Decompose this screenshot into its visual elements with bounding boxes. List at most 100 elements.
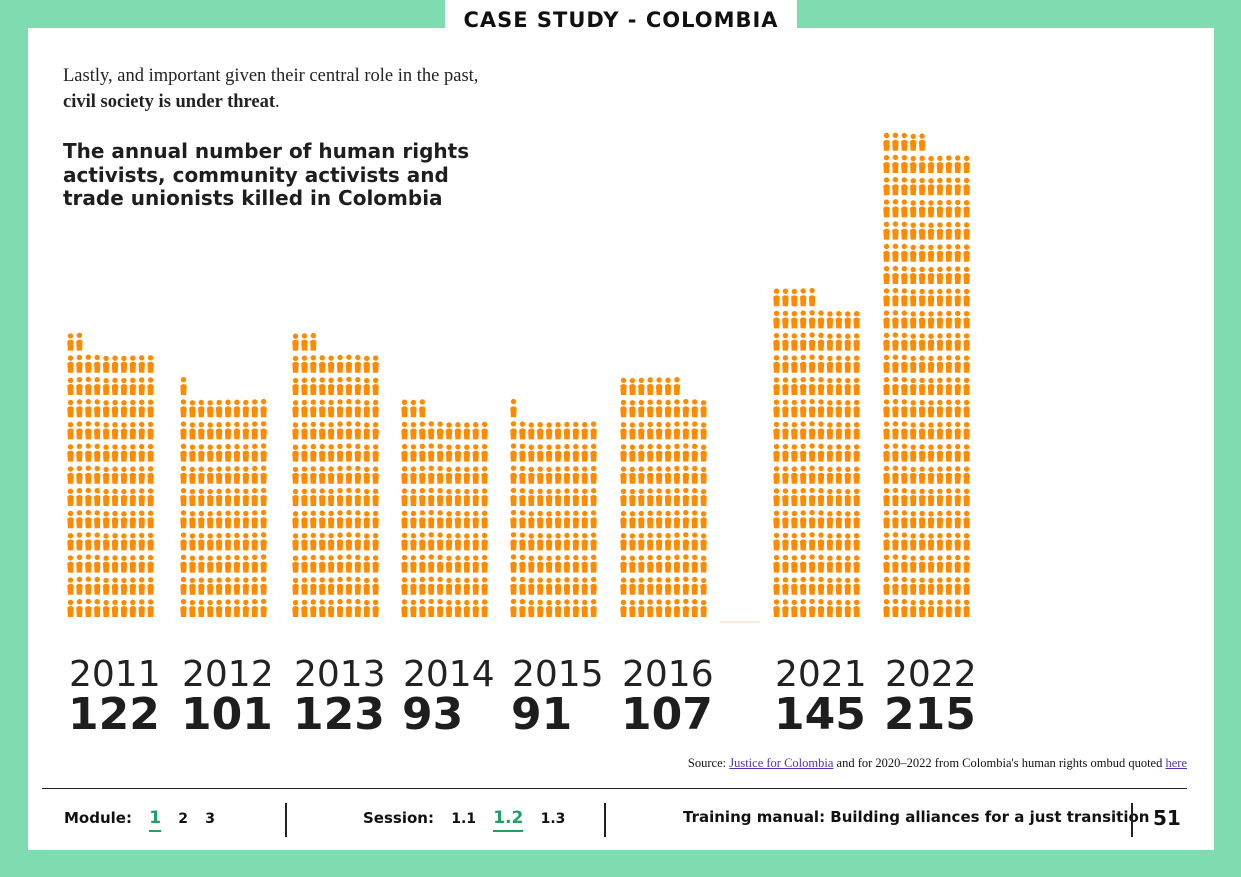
person-icon xyxy=(563,466,571,484)
person-icon xyxy=(590,465,597,484)
person-icon xyxy=(472,444,479,462)
person-icon xyxy=(111,399,119,418)
person-icon xyxy=(528,422,535,440)
person-icon xyxy=(292,533,299,551)
person-icon xyxy=(207,444,214,462)
person-icon xyxy=(120,577,128,595)
person-icon xyxy=(945,266,952,284)
person-icon xyxy=(94,377,101,395)
intro-after: . xyxy=(275,92,280,112)
person-icon xyxy=(292,599,299,617)
person-icon xyxy=(301,577,308,595)
person-icon xyxy=(918,399,926,418)
module-2-link[interactable]: 2 xyxy=(178,811,189,827)
value-label: 101 xyxy=(181,689,273,740)
session-1-2-link[interactable]: 1.2 xyxy=(493,808,524,832)
person-icon xyxy=(301,333,308,351)
person-icon xyxy=(102,400,110,418)
person-icon xyxy=(963,355,970,373)
person-icon xyxy=(673,532,681,551)
person-icon xyxy=(826,355,834,373)
person-icon xyxy=(620,555,627,573)
person-icon xyxy=(242,577,249,595)
person-icon xyxy=(901,554,908,573)
person-icon xyxy=(419,554,426,573)
person-icon xyxy=(401,466,408,484)
person-icon xyxy=(372,510,379,529)
person-icon xyxy=(901,132,908,151)
person-icon xyxy=(319,532,326,551)
person-icon xyxy=(147,532,154,551)
person-icon xyxy=(664,533,672,551)
person-icon xyxy=(892,398,899,418)
person-icon xyxy=(655,421,663,440)
person-icon xyxy=(545,466,553,484)
person-icon xyxy=(936,200,944,218)
person-icon xyxy=(817,310,825,329)
person-icon xyxy=(826,377,834,395)
person-icon xyxy=(233,421,241,440)
person-icon xyxy=(572,577,579,595)
person-icon xyxy=(800,510,807,529)
person-icon xyxy=(120,422,128,440)
person-icon xyxy=(301,510,308,529)
person-icon xyxy=(682,509,689,529)
session-1-3-link[interactable]: 1.3 xyxy=(540,811,566,827)
person-icon xyxy=(94,443,101,462)
person-icon xyxy=(647,532,654,551)
person-icon xyxy=(844,377,851,395)
person-icon xyxy=(419,599,426,617)
person-icon xyxy=(963,555,970,573)
page-number: 51 xyxy=(1153,806,1181,830)
year-label: 2011 xyxy=(69,654,161,695)
person-icon xyxy=(664,510,672,529)
person-icon xyxy=(554,577,562,595)
person-icon xyxy=(927,377,935,395)
module-3-link[interactable]: 3 xyxy=(205,811,216,827)
person-icon xyxy=(138,466,145,484)
person-icon xyxy=(401,488,408,506)
manual-title: Training manual: Building alliances for … xyxy=(683,808,1150,826)
person-icon xyxy=(319,443,326,462)
source-link-here[interactable]: here xyxy=(1165,756,1187,770)
person-icon xyxy=(345,465,353,484)
person-icon xyxy=(844,511,851,529)
person-icon xyxy=(936,155,944,173)
person-icon xyxy=(638,399,645,418)
person-icon xyxy=(901,266,908,284)
person-icon xyxy=(954,510,961,529)
person-icon xyxy=(189,599,196,617)
person-icon xyxy=(664,399,672,418)
person-icon xyxy=(910,511,917,529)
person-icon xyxy=(94,399,101,418)
person-icon xyxy=(927,400,935,418)
person-icon xyxy=(673,399,681,418)
person-icon xyxy=(800,399,807,418)
person-icon xyxy=(782,443,789,462)
person-icon xyxy=(927,266,935,284)
person-icon xyxy=(345,398,353,418)
person-icon xyxy=(463,422,470,440)
person-icon xyxy=(826,444,834,462)
person-icon xyxy=(147,488,154,506)
person-icon xyxy=(936,177,944,196)
person-icon xyxy=(537,488,544,506)
person-icon xyxy=(481,488,488,506)
person-icon xyxy=(927,355,935,373)
person-icon xyxy=(638,555,645,573)
person-icon xyxy=(363,555,370,573)
person-icon xyxy=(835,599,842,617)
year-label: 2021 xyxy=(775,654,867,695)
source-link-justice-for-colombia[interactable]: Justice for Colombia xyxy=(729,756,834,770)
module-1-link[interactable]: 1 xyxy=(149,808,162,832)
value-label: 123 xyxy=(293,689,385,740)
session-1-1-link[interactable]: 1.1 xyxy=(451,811,477,827)
person-icon xyxy=(242,533,249,551)
person-icon xyxy=(354,443,361,462)
person-icon xyxy=(198,466,205,484)
person-icon xyxy=(638,466,645,484)
person-icon xyxy=(233,466,241,484)
person-icon xyxy=(936,377,944,395)
person-icon xyxy=(410,599,417,617)
person-icon xyxy=(372,377,379,395)
